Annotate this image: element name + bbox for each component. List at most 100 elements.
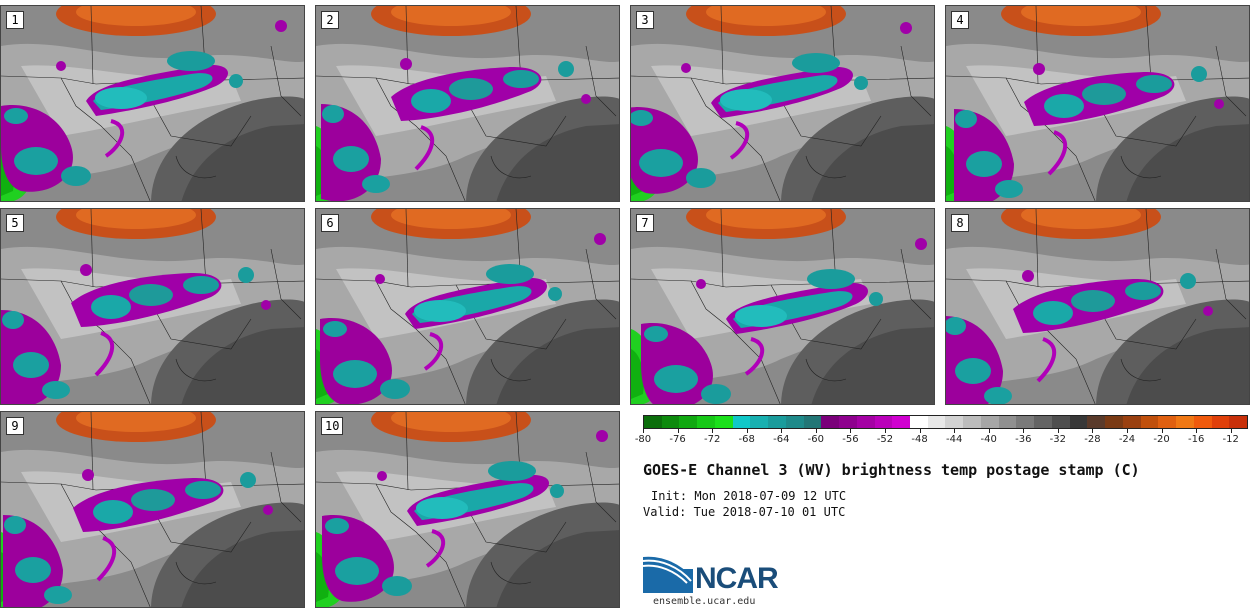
colorbar-tick-label: -48 <box>911 434 928 445</box>
colorbar-segment <box>1229 416 1247 428</box>
colorbar-tick <box>781 429 783 433</box>
colorbar-segment <box>1016 416 1035 428</box>
colorbar <box>643 415 1248 429</box>
ensemble-member-panel-4: 4 <box>945 5 1250 202</box>
colorbar-tick-label: -76 <box>669 434 686 445</box>
colorbar-tick <box>988 429 990 433</box>
ncar-logo: NCAR ensemble.ucar.edu <box>643 553 803 609</box>
panel-number: 1 <box>6 11 24 29</box>
colorbar-tick-label: -60 <box>807 434 825 445</box>
colorbar-segment <box>679 416 698 428</box>
colorbar-tick <box>954 429 956 433</box>
panel-number: 9 <box>6 417 24 435</box>
logo-url[interactable]: ensemble.ucar.edu <box>653 596 756 607</box>
colorbar-segment <box>1193 416 1212 428</box>
colorbar-segment <box>750 416 769 428</box>
colorbar-tick <box>746 429 748 433</box>
colorbar-tick-label: -64 <box>773 434 790 445</box>
colorbar-tick <box>1127 429 1128 433</box>
wv-map <box>316 209 619 404</box>
ncar-logo-icon <box>643 556 693 593</box>
colorbar-tick <box>850 429 852 433</box>
panel-number: 4 <box>951 11 969 29</box>
colorbar-segment <box>1087 416 1106 428</box>
colorbar-tick <box>885 429 886 433</box>
colorbar-segment <box>1140 416 1159 428</box>
logo-wordmark: NCAR <box>695 562 779 595</box>
colorbar-segment <box>1105 416 1123 428</box>
ensemble-member-panel-3: 3 <box>630 5 935 202</box>
colorbar-tick <box>1230 429 1232 433</box>
colorbar-segment <box>1122 416 1141 428</box>
colorbar-tick-label: -16 <box>1187 434 1205 445</box>
wv-map <box>631 6 934 201</box>
colorbar-tick-label: -20 <box>1153 434 1170 445</box>
panel-number: 5 <box>6 214 24 232</box>
wv-map <box>631 209 934 404</box>
ensemble-member-panel-10: 10 <box>315 411 620 608</box>
wv-map <box>1 6 304 201</box>
colorbar-segment <box>732 416 751 428</box>
colorbar-tick <box>1023 429 1025 433</box>
colorbar-segment <box>803 416 822 428</box>
colorbar-segment <box>768 416 786 428</box>
wv-map <box>946 209 1249 404</box>
valid-time: Valid: Tue 2018-07-10 01 UTC <box>643 505 846 519</box>
colorbar-segment <box>927 416 946 428</box>
colorbar-tick <box>677 429 679 433</box>
colorbar-tick-label: -24 <box>1118 434 1136 445</box>
colorbar-segment <box>980 416 999 428</box>
panel-number: 10 <box>321 417 344 435</box>
colorbar-tick <box>815 429 817 433</box>
ensemble-member-panel-1: 1 <box>0 5 305 202</box>
colorbar-tick-label: -40 <box>980 434 997 445</box>
colorbar-segment <box>874 416 893 428</box>
colorbar-tick <box>712 429 714 433</box>
colorbar-segment <box>910 416 928 428</box>
colorbar-tick-label: -44 <box>945 434 963 445</box>
colorbar-tick <box>1196 429 1198 433</box>
colorbar-segment <box>998 416 1017 428</box>
colorbar-segment <box>945 416 964 428</box>
wv-map <box>1 209 304 404</box>
colorbar-segment <box>1158 416 1177 428</box>
ensemble-member-panel-5: 5 <box>0 208 305 405</box>
panel-number: 3 <box>636 11 654 29</box>
figure-title: GOES-E Channel 3 (WV) brightness temp po… <box>643 461 1140 479</box>
colorbar-tick-label: -12 <box>1222 434 1239 445</box>
colorbar-tick-label: -68 <box>738 434 755 445</box>
colorbar-segment <box>1051 416 1070 428</box>
colorbar-tick <box>1057 429 1059 433</box>
colorbar-tick-label: -28 <box>1084 434 1101 445</box>
colorbar-tick-label: -36 <box>1015 434 1032 445</box>
colorbar-tick <box>919 429 921 433</box>
colorbar-ticks: -80 -76 -72 -68 -64 -60 -56 -52 -48 -44 -40 -36 -32 -… <box>635 429 1248 449</box>
colorbar-tick <box>643 429 644 433</box>
colorbar-tick-label: -80 <box>634 434 652 445</box>
colorbar-segment <box>839 416 857 428</box>
colorbar-segment <box>644 416 662 428</box>
colorbar-segment <box>821 416 840 428</box>
colorbar-segment <box>661 416 680 428</box>
panel-number: 7 <box>636 214 654 232</box>
colorbar-segment <box>1034 416 1052 428</box>
colorbar-tick-label: -56 <box>842 434 859 445</box>
colorbar-segment <box>856 416 875 428</box>
colorbar-tick-label: -32 <box>1049 434 1067 445</box>
panel-number: 2 <box>321 11 339 29</box>
wv-map <box>316 412 619 607</box>
wv-map <box>946 6 1249 201</box>
colorbar-segment <box>1069 416 1088 428</box>
ensemble-member-panel-8: 8 <box>945 208 1250 405</box>
ensemble-member-panel-2: 2 <box>315 5 620 202</box>
panel-number: 6 <box>321 214 339 232</box>
colorbar-segment <box>714 416 733 428</box>
panel-number: 8 <box>951 214 969 232</box>
init-time: Init: Mon 2018-07-09 12 UTC <box>651 489 847 503</box>
ensemble-member-panel-9: 9 <box>0 411 305 608</box>
colorbar-segment <box>892 416 911 428</box>
colorbar-segment <box>963 416 981 428</box>
colorbar-tick <box>1161 429 1163 433</box>
colorbar-tick <box>1092 429 1094 433</box>
wv-map <box>1 412 304 607</box>
